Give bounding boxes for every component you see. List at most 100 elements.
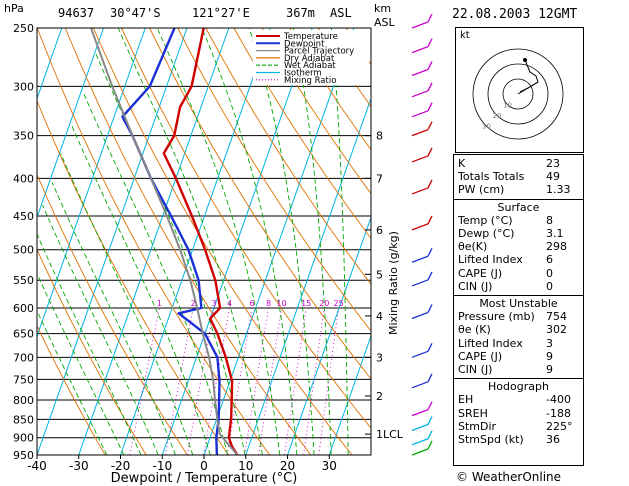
pressure-tick-label: 850	[13, 413, 34, 426]
wind-barb	[411, 438, 429, 446]
most-unstable-row: Lifted Index 3	[458, 337, 579, 350]
wind-barb-flag	[427, 440, 433, 450]
surface-row: CIN (J) 0	[458, 280, 579, 293]
legend-label: Wet Adiabat	[284, 61, 336, 71]
index-row-value: 1.33	[546, 183, 571, 197]
hodograph-ring	[472, 48, 564, 140]
wind-barb	[411, 381, 429, 389]
pressure-tick-label: 550	[13, 274, 34, 287]
isotherm-line	[37, 28, 104, 219]
mixing-ratio-label: 20	[319, 299, 329, 308]
mixing-ratio-label: 10	[277, 299, 287, 308]
surface-section-title: Surface	[497, 200, 540, 214]
hodograph-ring-label: 30	[482, 123, 491, 131]
surface-row-value: 3.1	[546, 227, 564, 240]
wind-barb	[411, 68, 429, 77]
surface-row-label: θe(K)	[458, 240, 488, 254]
surface-row-label: Dewp (°C)	[458, 227, 515, 240]
temperature-tick-label: 20	[280, 459, 295, 473]
temperature-tick-label: -30	[69, 459, 89, 473]
surface-row-value: 8	[546, 213, 553, 227]
wind-barb-flag	[427, 271, 433, 281]
hodograph-row-value: -188	[546, 406, 571, 420]
mixing-ratio-label: 1	[157, 299, 162, 308]
pressure-tick-label: 750	[13, 373, 34, 386]
copyright: © WeatherOnline	[456, 470, 562, 484]
height-tick-label: 8	[376, 130, 383, 143]
indices-table: K 23 Totals Totals 49 PW (cm) 1.33 Surface Temp…	[453, 154, 584, 466]
legend-label: Mixing Ratio	[284, 76, 336, 86]
wind-barb	[411, 223, 429, 231]
wind-barb-flag	[427, 416, 433, 425]
temperature-tick-label: -20	[111, 459, 131, 473]
pressure-tick-label: 500	[13, 244, 34, 257]
surface-row: Temp (°C) 8	[458, 214, 579, 227]
wet-adiabat-line	[82, 91, 229, 455]
pressure-tick-label: 650	[13, 328, 34, 341]
dry-adiabat-line	[37, 248, 147, 455]
hodograph-point	[523, 58, 527, 62]
most-unstable-row-label: CIN (J)	[458, 363, 493, 376]
mixing-ratio-line	[258, 307, 283, 455]
parcel-trajectory-line	[90, 28, 239, 455]
table-divider	[454, 295, 583, 296]
x-axis-title: Dewpoint / Temperature (°C)	[111, 471, 298, 486]
mixing-ratio-label: 25	[334, 299, 344, 308]
hodograph-row-value: 36	[546, 433, 560, 446]
wind-barb-flag	[427, 343, 433, 352]
wind-barb	[411, 21, 429, 29]
table-divider	[454, 378, 583, 380]
observation-date: 22.08.2003 12GMT	[452, 7, 578, 22]
mixing-ratio-label: 6	[249, 299, 254, 308]
wind-barb-flag	[427, 373, 433, 383]
pressure-tick-label: 950	[13, 449, 34, 462]
pressure-tick-label: 800	[13, 394, 34, 407]
dry-adiabat-line	[205, 28, 371, 286]
legend-label: Temperature	[283, 32, 338, 42]
hodograph-row: EH -400	[458, 393, 579, 406]
wind-barb	[411, 279, 429, 287]
height-tick-label: 5	[376, 268, 383, 281]
surface-row-value: 0	[546, 279, 553, 293]
height-tick-label: 2	[376, 390, 383, 403]
hodograph-row: SREH -188	[458, 407, 579, 420]
legend-label: Dry Adiabat	[284, 54, 335, 64]
wind-barb-flag	[427, 147, 433, 157]
height-tick-label: 4	[376, 310, 383, 323]
hodograph-unit: kt	[460, 30, 470, 41]
mixing-ratio-line	[203, 307, 230, 455]
temperature-tick-label: 0	[200, 459, 208, 473]
index-row-label: PW (cm)	[458, 183, 505, 197]
wet-adiabat-line	[60, 153, 194, 455]
surface-row: Lifted Index 6	[458, 253, 579, 266]
wind-barb-flag	[427, 215, 433, 225]
mixing-ratio-line	[303, 307, 325, 455]
hodograph-row-value: 225°	[546, 419, 573, 433]
surface-row-label: CIN (J)	[458, 279, 493, 293]
index-row: PW (cm) 1.33	[458, 183, 579, 196]
mixing-ratio-line	[284, 307, 307, 455]
wind-barb-flag	[427, 61, 433, 70]
most-unstable-row-value: 302	[546, 323, 567, 337]
index-row: K 23	[458, 157, 579, 170]
index-row: Totals Totals 49	[458, 170, 579, 183]
most-unstable-row-label: CAPE (J)	[458, 349, 503, 363]
hodograph-ring	[502, 78, 534, 110]
hodograph-row: StmSpd (kt) 36	[458, 433, 579, 446]
mixing-ratio-line	[186, 307, 215, 455]
index-row-label: K	[458, 157, 466, 170]
station-longitude: 121°27'E	[192, 6, 250, 20]
legend-label: Isotherm	[284, 69, 322, 79]
hodograph-row-label: EH	[458, 393, 474, 407]
most-unstable-row: θe (K) 302	[458, 323, 579, 336]
hodograph-ring-label: 20	[493, 112, 502, 120]
dry-adiabat-line	[233, 28, 371, 240]
legend-label: Dewpoint	[284, 39, 325, 49]
height-tick-label: 1LCL	[376, 428, 404, 441]
wind-barb	[411, 90, 429, 98]
wet-adiabat-line	[248, 28, 315, 455]
surface-row-label: Lifted Index	[458, 253, 523, 267]
dry-adiabat-line	[92, 28, 353, 455]
wind-barb-flag	[427, 38, 433, 47]
